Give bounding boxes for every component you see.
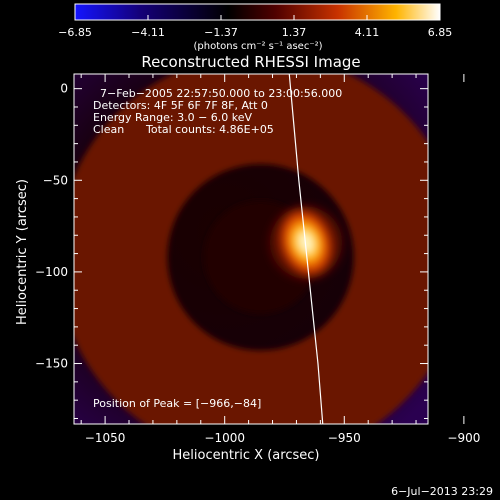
x-tick-label: −950 [328, 431, 361, 445]
annotation-time-range: 7−Feb−2005 22:57:50.000 to 23:00:56.000 [100, 87, 342, 100]
x-axis-ticks: −1050 −1000 −950 −900 [80, 74, 480, 445]
y-tick-label: −150 [35, 357, 68, 371]
y-axis-ticks: 0 −50 −100 −150 [35, 82, 428, 420]
footer-date: 6−Jul−2013 23:29 [391, 485, 493, 498]
peak-core [295, 228, 317, 257]
emission-ring [74, 74, 428, 424]
annotation-detectors: Detectors: 4F 5F 6F 7F 8F, Att 0 [93, 99, 268, 112]
x-tick-label: −1000 [204, 431, 245, 445]
x-tick-label: −900 [447, 431, 480, 445]
annotation-energy-range: Energy Range: 3.0 − 6.0 keV [93, 111, 253, 124]
colorbar-tick-label: 1.37 [282, 26, 307, 39]
colorbar-gradient [74, 3, 441, 21]
colorbar-tick-label: 6.85 [428, 26, 453, 39]
image-plot: −1050 −1000 −950 −900 0 −50 −100 −150 7−Feb−20… [35, 73, 480, 445]
y-tick-label: −50 [43, 173, 68, 187]
annotation-clean: Clean [93, 123, 124, 136]
colorbar-tick-label: 4.11 [355, 26, 380, 39]
colorbar-ticks: −6.85 −4.11 −1.37 1.37 4.11 6.85 [58, 15, 452, 39]
colorbar-unit-label: (photons cm⁻² s⁻¹ asec⁻²) [193, 41, 322, 52]
colorbar: −6.85 −4.11 −1.37 1.37 4.11 6.85 (photons cm⁻… [58, 3, 452, 52]
chart-title: Reconstructed RHESSI Image [141, 53, 360, 71]
x-tick-label: −1050 [85, 431, 126, 445]
y-axis-label: Heliocentric Y (arcsec) [15, 179, 30, 325]
emission-map [74, 74, 428, 424]
annotation-total-counts: Total counts: 4.86E+05 [145, 123, 274, 136]
annotation-peak-position: Position of Peak = [−966,−84] [93, 397, 261, 410]
colorbar-tick-label: −6.85 [58, 26, 92, 39]
colorbar-tick-label: −1.37 [204, 26, 238, 39]
y-tick-label: 0 [60, 82, 68, 96]
solar-limb-line [288, 74, 324, 424]
plot-frame [73, 73, 429, 425]
colorbar-tick-label: −4.11 [131, 26, 165, 39]
y-tick-label: −100 [35, 265, 68, 279]
x-axis-label: Heliocentric X (arcsec) [173, 448, 320, 463]
